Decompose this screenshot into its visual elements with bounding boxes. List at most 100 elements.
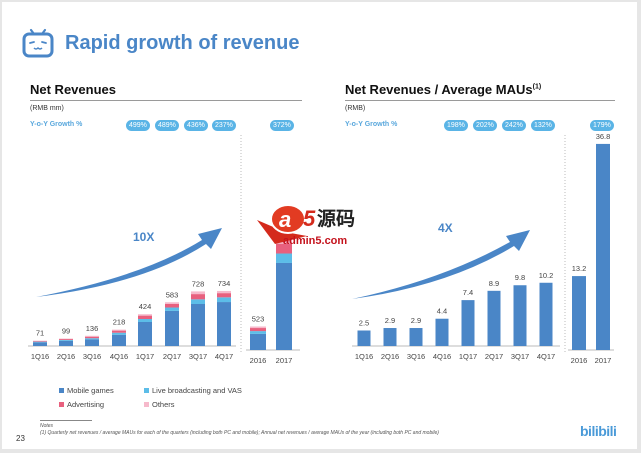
bar-segment-others xyxy=(217,290,231,294)
data-label: 9.8 xyxy=(515,273,525,282)
legend-swatch xyxy=(59,402,64,407)
x-tick-label: 3Q17 xyxy=(511,352,529,361)
x-tick-label: 3Q17 xyxy=(189,352,207,361)
x-tick-label: 2Q16 xyxy=(57,352,75,361)
page-number: 23 xyxy=(16,434,25,443)
watermark-logo-a xyxy=(270,204,306,234)
yoy-pill: 198% xyxy=(444,120,468,131)
right-yoy-label: Y-o-Y Growth % xyxy=(345,121,398,128)
yoy-pill: 499% xyxy=(126,120,150,131)
right-annotation: 4X xyxy=(438,221,453,235)
yoy-pill: 436% xyxy=(184,120,208,131)
notes-divider xyxy=(40,420,92,421)
yoy-pill: 202% xyxy=(473,120,497,131)
bar xyxy=(461,300,475,346)
legend-swatch xyxy=(144,388,149,393)
data-label: 424 xyxy=(139,302,152,311)
x-tick-label: 4Q17 xyxy=(537,352,555,361)
bar-segment-live-broadcasting-and-vas xyxy=(59,339,73,341)
bar-segment-mobile-games xyxy=(217,302,231,346)
bar-segment-others xyxy=(112,329,126,331)
data-label: 583 xyxy=(166,290,179,299)
legend-item: Advertising xyxy=(59,400,104,409)
bar xyxy=(596,143,610,350)
growth-arrow-left xyxy=(36,228,222,297)
bar xyxy=(513,285,527,346)
bar-segment-live-broadcasting-and-vas xyxy=(33,341,47,343)
x-tick-label: 1Q16 xyxy=(355,352,373,361)
data-label: 218 xyxy=(113,318,126,327)
bar-segment-others xyxy=(191,291,205,295)
x-tick-label: 2017 xyxy=(595,356,612,365)
x-tick-label: 2017 xyxy=(276,356,293,365)
yoy-pill: 372% xyxy=(270,120,294,131)
right-panel-title-text: Net Revenues / Average MAUs xyxy=(345,82,533,97)
bar xyxy=(572,276,586,350)
growth-arrow-right xyxy=(352,230,530,299)
bar-segment-advertising xyxy=(138,315,152,319)
bar xyxy=(383,328,397,346)
bar-segment-advertising xyxy=(165,303,179,308)
data-label: 36.8 xyxy=(596,132,611,141)
legend-label: Live broadcasting and VAS xyxy=(152,386,242,395)
bar-segment-mobile-games xyxy=(276,262,292,350)
legend-swatch xyxy=(59,388,64,393)
svg-text:a: a xyxy=(279,207,291,232)
bar-segment-advertising xyxy=(85,336,99,339)
data-label: 2.9 xyxy=(411,316,421,325)
footnote-ref: (1) xyxy=(532,83,542,91)
bar-segment-live-broadcasting-and-vas xyxy=(112,332,126,335)
bar-segment-advertising xyxy=(250,328,266,332)
bar-segment-others xyxy=(165,302,179,304)
bar-segment-advertising xyxy=(276,243,292,254)
data-label: 71 xyxy=(36,329,44,338)
x-tick-label: 1Q16 xyxy=(31,352,49,361)
bar xyxy=(487,290,501,346)
x-tick-label: 2Q16 xyxy=(381,352,399,361)
watermark-cn: 源码 xyxy=(317,207,355,230)
x-tick-label: 4Q17 xyxy=(215,352,233,361)
data-label: 523 xyxy=(252,314,265,323)
data-label: 2.9 xyxy=(385,316,395,325)
x-tick-label: 1Q17 xyxy=(136,352,154,361)
right-chart: 2.5 1Q16 2.9 2Q16 2.9 3Q16 4.4 4Q16 7.4 1Q17 8.9 2Q… xyxy=(352,132,614,365)
left-annotation: 10X xyxy=(133,230,154,244)
footnote-1: (1) Quarterly net revenues / average MAU… xyxy=(40,430,439,436)
bar-segment-mobile-games xyxy=(165,310,179,346)
bar-segment-live-broadcasting-and-vas xyxy=(191,299,205,304)
data-label: 13.2 xyxy=(572,264,587,273)
bar-segment-live-broadcasting-and-vas xyxy=(85,338,99,340)
data-label: 728 xyxy=(192,279,205,288)
right-panel-rule xyxy=(345,100,615,101)
left-chart: 71 1Q16 99 2Q16 136 3Q16 218 4Q16 424 1Q17 583 2Q17… xyxy=(28,135,300,365)
legend-item: Live broadcasting and VAS xyxy=(144,386,242,395)
bar-segment-others xyxy=(250,326,266,329)
bar-segment-mobile-games xyxy=(138,322,152,346)
legend-label: Mobile games xyxy=(67,386,114,395)
data-label: 734 xyxy=(218,279,231,288)
x-tick-label: 2016 xyxy=(571,356,588,365)
yoy-pill: 237% xyxy=(212,120,236,131)
yoy-pill: 179% xyxy=(590,120,614,131)
x-tick-label: 2Q17 xyxy=(485,352,503,361)
watermark-main: 5 xyxy=(303,206,316,231)
data-label: 4.4 xyxy=(437,307,447,316)
x-tick-label: 4Q16 xyxy=(433,352,451,361)
bar-segment-live-broadcasting-and-vas xyxy=(138,319,152,322)
bar-segment-advertising xyxy=(59,339,73,340)
left-unit: (RMB mm) xyxy=(30,105,64,112)
notes-heading: Notes xyxy=(40,423,54,429)
x-tick-label: 2016 xyxy=(250,356,267,365)
data-label: 2.5 xyxy=(359,319,369,328)
yoy-pill: 242% xyxy=(502,120,526,131)
x-tick-label: 3Q16 xyxy=(83,352,101,361)
bar-segment-mobile-games xyxy=(85,339,99,346)
bar-segment-advertising xyxy=(112,330,126,333)
bar xyxy=(409,328,423,346)
left-panel-rule xyxy=(30,100,302,101)
bar-segment-others xyxy=(85,335,99,337)
bar xyxy=(357,330,371,346)
bar xyxy=(539,282,553,346)
bar-segment-mobile-games xyxy=(112,334,126,346)
yoy-pill: 132% xyxy=(531,120,555,131)
